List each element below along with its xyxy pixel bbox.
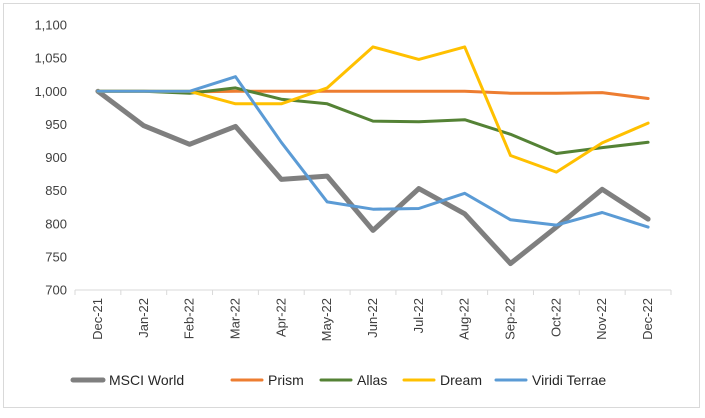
legend-label-allas: Allas [357,372,387,388]
y-tick-label: 850 [45,183,67,198]
series-line-msci-world [95,88,651,266]
y-tick-label: 1,100 [34,18,67,33]
x-tick-label: Jun-22 [365,298,380,338]
y-tick-label: 700 [45,283,67,298]
legend: MSCI World Prism Allas Dream Viridi Terrae [70,372,606,388]
x-tick-label: Jul-22 [411,298,426,333]
legend-label-viridi-terrae: Viridi Terrae [532,372,606,388]
x-tick-label: Nov-22 [594,298,609,340]
y-axis: 700 750 800 850 900 950 1,000 1,050 1,100 [34,18,67,298]
legend-label-prism: Prism [268,372,304,388]
series-line-viridi-terrae [96,75,650,229]
x-tick-label: Sep-22 [503,298,518,340]
x-tick-label: May-22 [319,298,334,341]
x-tick-label: Mar-22 [227,298,242,339]
series-line-allas [96,86,650,155]
y-tick-label: 1,000 [34,84,67,99]
x-axis: Dec-21 Jan-22 Feb-22 Mar-22 Apr-22 May-22 Jun-… [74,289,672,341]
x-tick-label: Jan-22 [136,298,151,338]
y-tick-label: 950 [45,117,67,132]
y-tick-label: 800 [45,216,67,231]
legend-label-dream: Dream [440,372,482,388]
x-tick-label: Apr-22 [273,298,288,337]
x-tick-label: Dec-22 [640,298,655,340]
y-tick-label: 1,050 [34,51,67,66]
series-lines [95,45,651,266]
y-tick-label: 900 [45,150,67,165]
x-tick-label: Aug-22 [457,298,472,340]
x-tick-label: Dec-21 [90,298,105,340]
legend-label-msci-world: MSCI World [109,372,184,388]
y-tick-label: 750 [45,249,67,264]
x-tick-label: Feb-22 [182,298,197,339]
x-tick-label: Oct-22 [548,298,563,337]
